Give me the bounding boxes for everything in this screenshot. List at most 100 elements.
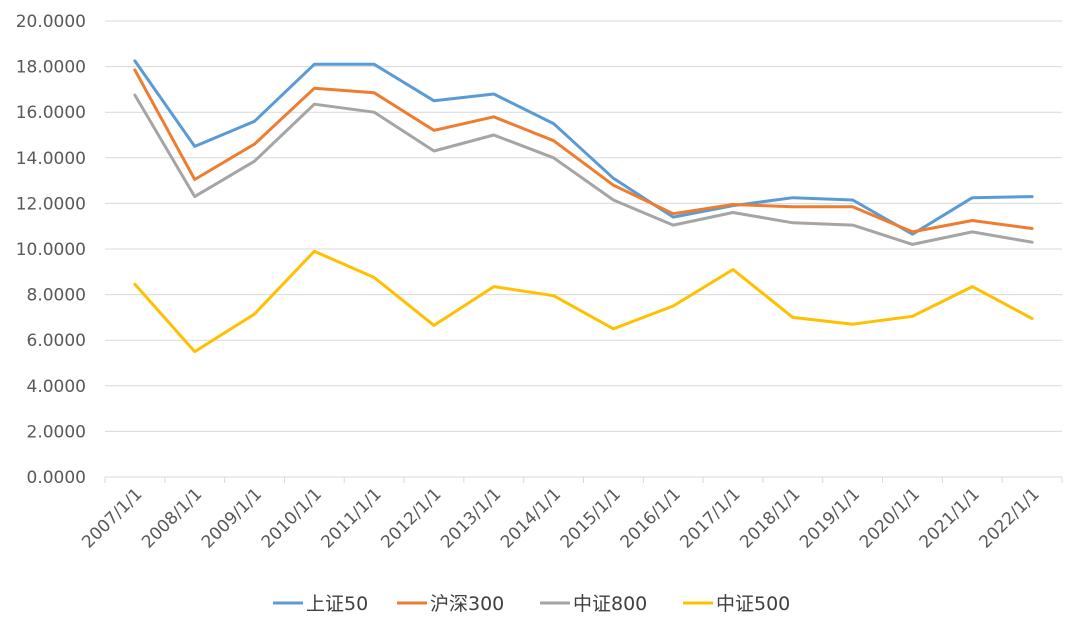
y-tick-label: 4.0000	[27, 377, 86, 397]
series-group	[132, 58, 1035, 236]
data-point	[730, 210, 736, 216]
grid-layer	[105, 20, 1062, 478]
legend-label: 上证50	[306, 593, 368, 615]
data-point	[252, 118, 258, 124]
data-point	[610, 326, 616, 332]
data-point	[192, 176, 198, 182]
y-tick-label: 0.0000	[27, 468, 86, 488]
data-point	[909, 313, 915, 319]
data-point	[670, 303, 676, 309]
data-point	[551, 138, 557, 144]
data-point	[610, 175, 616, 181]
data-point	[790, 195, 796, 201]
x-tick-label: 2010/1/1	[258, 484, 326, 552]
data-point	[491, 114, 497, 120]
y-tick-label: 18.0000	[16, 58, 86, 78]
data-point	[371, 90, 377, 96]
x-tick-label: 2007/1/1	[78, 484, 146, 552]
data-point	[371, 275, 377, 281]
data-point	[1029, 194, 1035, 200]
y-tick-label: 6.0000	[27, 331, 86, 351]
series-group	[132, 67, 1035, 235]
data-point	[969, 284, 975, 290]
data-point	[670, 222, 676, 228]
data-point	[610, 197, 616, 203]
legend-label: 沪深300	[430, 593, 504, 615]
data-point	[551, 155, 557, 161]
data-point	[431, 148, 437, 154]
data-point	[551, 121, 557, 127]
legend: 上证50 沪深300 中证800 中证500	[273, 593, 790, 615]
data-point	[491, 91, 497, 97]
data-point	[1029, 316, 1035, 322]
data-point	[192, 143, 198, 149]
y-axis-ticks: 0.0000 2.0000 4.0000 6.0000 8.0000 10.0000 12.…	[16, 12, 86, 488]
y-tick-label: 14.0000	[16, 149, 86, 169]
series-line	[133, 249, 1034, 354]
y-tick-label: 16.0000	[16, 103, 86, 123]
data-point	[371, 109, 377, 115]
data-point	[850, 222, 856, 228]
data-point	[1029, 239, 1035, 245]
y-tick-label: 10.0000	[16, 240, 86, 260]
data-point	[491, 284, 497, 290]
data-point	[431, 322, 437, 328]
y-tick-label: 20.0000	[16, 12, 86, 32]
x-tick-label: 2019/1/1	[796, 484, 864, 552]
series-group	[132, 249, 1035, 355]
data-point	[730, 267, 736, 273]
x-tick-label: 2012/1/1	[377, 484, 445, 552]
y-tick-label: 8.0000	[27, 286, 86, 306]
data-point	[730, 202, 736, 208]
data-point	[790, 220, 796, 226]
series-layer	[132, 58, 1035, 355]
data-point	[850, 204, 856, 210]
x-tick-label: 2008/1/1	[138, 484, 206, 552]
data-point	[132, 67, 138, 73]
x-tick-label: 2021/1/1	[916, 484, 984, 552]
data-point	[252, 141, 258, 147]
data-point	[551, 293, 557, 299]
legend-item: 沪深300	[397, 593, 504, 615]
x-tick-label: 2011/1/1	[318, 484, 386, 552]
data-point	[192, 194, 198, 200]
x-axis-ticks: 2007/1/12008/1/12009/1/12010/1/12011/1/1…	[78, 477, 1063, 553]
x-tick-label: 2022/1/1	[975, 484, 1043, 552]
data-point	[431, 127, 437, 133]
x-tick-label: 2009/1/1	[198, 484, 266, 552]
legend-item: 中证800	[540, 593, 647, 615]
data-point	[192, 349, 198, 355]
data-point	[1029, 225, 1035, 231]
x-tick-label: 2020/1/1	[856, 484, 924, 552]
data-point	[252, 158, 258, 164]
legend-item: 上证50	[273, 593, 368, 615]
x-tick-label: 2018/1/1	[736, 484, 804, 552]
data-point	[909, 241, 915, 247]
series-line	[133, 59, 1034, 236]
data-point	[132, 281, 138, 287]
data-point	[969, 195, 975, 201]
legend-item: 中证500	[683, 593, 790, 615]
data-point	[371, 61, 377, 67]
x-tick-label: 2017/1/1	[676, 484, 744, 552]
x-tick-label: 2016/1/1	[617, 484, 685, 552]
x-tick-label: 2013/1/1	[437, 484, 505, 552]
data-point	[491, 132, 497, 138]
data-point	[252, 311, 258, 317]
data-point	[311, 61, 317, 67]
data-point	[431, 98, 437, 104]
x-tick-label: 2014/1/1	[497, 484, 565, 552]
data-point	[790, 204, 796, 210]
legend-label: 中证800	[573, 593, 647, 615]
data-point	[790, 314, 796, 320]
data-point	[850, 197, 856, 203]
data-point	[132, 58, 138, 64]
data-point	[670, 211, 676, 217]
data-point	[909, 229, 915, 235]
data-point	[610, 182, 616, 188]
data-point	[969, 229, 975, 235]
series-group	[133, 93, 1035, 247]
y-tick-label: 12.0000	[16, 194, 86, 214]
